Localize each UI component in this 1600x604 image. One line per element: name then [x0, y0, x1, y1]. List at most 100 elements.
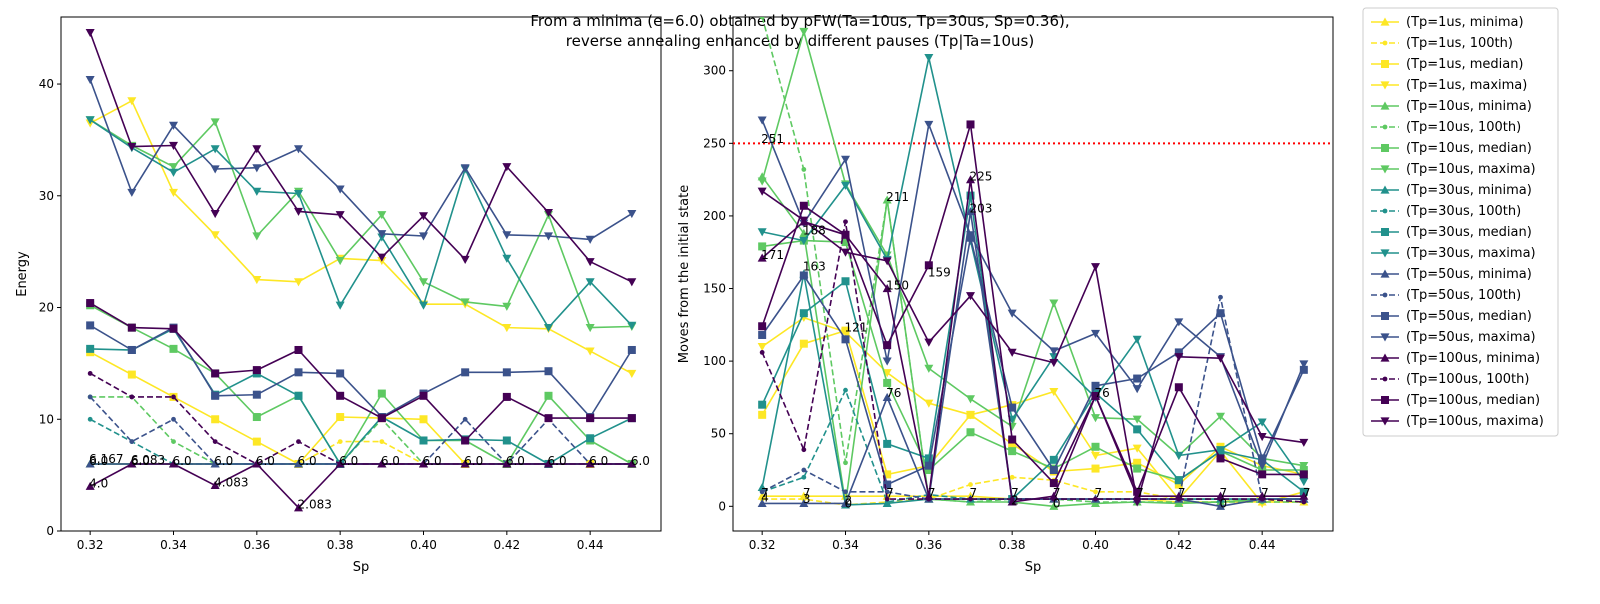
- data-point: [1091, 464, 1100, 473]
- data-point: [87, 394, 93, 400]
- data-point: [85, 481, 95, 490]
- data-point: [169, 344, 178, 353]
- data-point: [882, 357, 892, 366]
- data-point: [1049, 388, 1059, 397]
- data-point: [254, 461, 260, 467]
- data-point: [841, 238, 850, 247]
- legend-item: (Tp=100us, 100th): [1371, 372, 1529, 387]
- data-point: [544, 414, 553, 423]
- legend-item: (Tp=100us, median): [1371, 393, 1540, 408]
- data-point: [1216, 491, 1225, 500]
- data-point: [966, 428, 975, 437]
- legend-marker: [1380, 81, 1390, 90]
- data-point: [1133, 425, 1142, 434]
- data-point: [1174, 480, 1183, 489]
- data-label: 2.083: [298, 498, 332, 512]
- data-point: [460, 164, 470, 173]
- data-point: [924, 120, 934, 129]
- data-point: [758, 330, 767, 339]
- data-point: [544, 324, 553, 333]
- data-label: 7: [1053, 486, 1061, 500]
- data-point: [502, 436, 511, 445]
- data-label: 7: [1220, 486, 1228, 500]
- data-point: [419, 415, 428, 424]
- legend-label: (Tp=10us, median): [1406, 141, 1532, 156]
- data-point: [87, 416, 93, 422]
- data-point: [884, 496, 890, 502]
- data-point: [966, 231, 975, 240]
- data-point: [1049, 353, 1059, 362]
- data-point: [627, 210, 637, 219]
- data-label: 6.083: [131, 453, 165, 467]
- data-label: 163: [803, 260, 826, 274]
- data-point: [502, 231, 512, 240]
- data-point: [1299, 462, 1309, 471]
- data-point: [379, 461, 385, 467]
- series-line: [89, 324, 633, 418]
- data-label: 6.0: [89, 454, 108, 468]
- y-tick-label: 20: [39, 301, 54, 315]
- legend-label: (Tp=30us, maxima): [1406, 246, 1536, 261]
- legend-item: (Tp=30us, maxima): [1371, 246, 1536, 261]
- x-tick-label: 0.44: [577, 538, 604, 552]
- data-label: 225: [970, 170, 993, 184]
- data-point: [841, 230, 850, 239]
- data-point: [1174, 491, 1184, 500]
- data-point: [586, 414, 595, 423]
- data-point: [169, 121, 178, 130]
- data-point: [86, 344, 95, 353]
- data-point: [294, 345, 303, 354]
- series-line: [761, 236, 1305, 486]
- data-label: 6.0: [214, 454, 233, 468]
- data-point: [171, 394, 176, 400]
- data-point: [502, 392, 511, 401]
- y-axis-label: Energy: [15, 251, 30, 297]
- data-point: [1218, 496, 1223, 502]
- data-label: 6.0: [381, 454, 400, 468]
- data-point: [1091, 442, 1100, 451]
- data-point: [587, 461, 593, 467]
- x-tick-label: 0.38: [999, 538, 1026, 552]
- y-tick-label: 200: [703, 209, 726, 223]
- data-label: 76: [886, 386, 901, 400]
- data-point: [252, 437, 261, 446]
- series-line: [761, 178, 1304, 503]
- data-point: [210, 165, 220, 174]
- data-point: [883, 341, 892, 350]
- data-point: [884, 197, 890, 203]
- data-point: [1093, 496, 1098, 502]
- data-point: [799, 237, 809, 246]
- series-line: [761, 119, 1305, 467]
- data-point: [461, 368, 470, 377]
- data-point: [127, 143, 137, 152]
- data-point: [294, 368, 303, 377]
- legend-label: (Tp=1us, median): [1406, 57, 1524, 72]
- y-axis-label: Moves from the initial state: [677, 185, 692, 363]
- legend-marker: [1382, 40, 1388, 46]
- data-label: 203: [970, 202, 993, 216]
- data-point: [1091, 329, 1100, 339]
- data-point: [335, 185, 345, 194]
- x-tick-label: 0.44: [1249, 538, 1276, 552]
- data-point: [294, 391, 303, 400]
- data-point: [1257, 433, 1267, 442]
- x-axis-label: Sp: [353, 560, 370, 575]
- data-point: [882, 369, 892, 378]
- data-point: [169, 324, 178, 333]
- legend-item: (Tp=30us, median): [1371, 225, 1532, 240]
- data-point: [627, 321, 637, 330]
- data-point: [377, 414, 386, 423]
- x-tick-label: 0.40: [1082, 538, 1109, 552]
- data-point: [1007, 497, 1017, 506]
- data-point: [210, 145, 220, 154]
- data-point: [211, 369, 220, 378]
- x-tick-label: 0.32: [77, 538, 104, 552]
- axes-frame: [60, 16, 662, 532]
- legend-label: (Tp=10us, minima): [1406, 99, 1532, 114]
- data-label: 4.0: [89, 476, 108, 490]
- data-point: [127, 345, 136, 354]
- data-point: [799, 27, 809, 37]
- legend-item: (Tp=100us, maxima): [1371, 414, 1544, 429]
- data-point: [1009, 474, 1015, 480]
- data-point: [882, 257, 892, 266]
